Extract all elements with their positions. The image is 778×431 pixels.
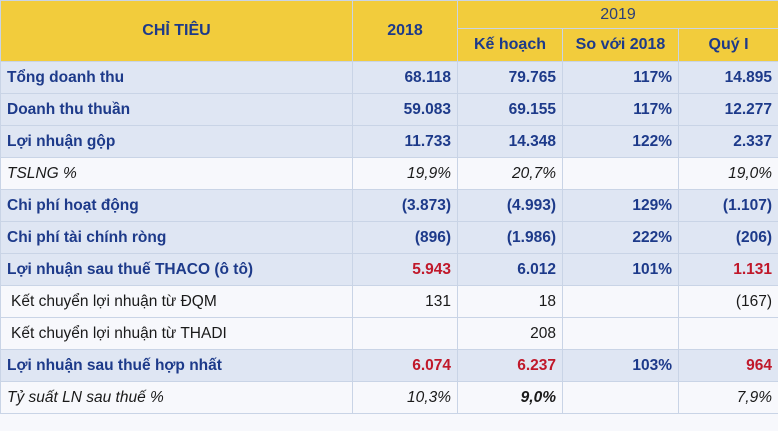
header-2018: 2018 xyxy=(352,0,458,62)
cell-2018 xyxy=(352,317,458,350)
cell-2018: 59.083 xyxy=(352,93,458,126)
cell-2018: 10,3% xyxy=(352,381,458,414)
table-row: Lợi nhuận gộp 11.733 14.348 122% 2.337 xyxy=(0,125,778,158)
cell-vs-2018 xyxy=(562,157,679,190)
table-row: Tổng doanh thu 68.118 79.765 117% 14.895 xyxy=(0,61,778,94)
cell-q1: 964 xyxy=(677,349,778,382)
cell-2018: 131 xyxy=(352,285,458,318)
cell-vs-2018: 222% xyxy=(562,221,679,254)
table-row: Lợi nhuận sau thuế THACO (ô tô) 5.943 6.… xyxy=(0,253,778,286)
cell-vs-2018: 117% xyxy=(562,61,679,94)
cell-vs-2018 xyxy=(562,285,679,318)
table-row: Tỷ suất LN sau thuế % 10,3% 9,0% 7,9% xyxy=(0,381,778,414)
cell-plan: 18 xyxy=(457,285,563,318)
cell-q1: (1.107) xyxy=(677,189,778,222)
header-so-voi-2018: So với 2018 xyxy=(562,28,679,62)
row-label: Kết chuyển lợi nhuận từ ĐQM xyxy=(0,285,353,318)
cell-q1: 7,9% xyxy=(677,381,778,414)
header-quy-i: Quý I xyxy=(677,28,778,62)
cell-vs-2018: 101% xyxy=(562,253,679,286)
row-label: TSLNG % xyxy=(0,157,353,190)
table-row: Chi phí tài chính ròng (896) (1.986) 222… xyxy=(0,221,778,254)
cell-2018: 5.943 xyxy=(352,253,458,286)
row-label: Chi phí tài chính ròng xyxy=(0,221,353,254)
row-label: Doanh thu thuần xyxy=(0,93,353,126)
cell-q1: 12.277 xyxy=(677,93,778,126)
cell-q1: 14.895 xyxy=(677,61,778,94)
header-chi-tieu: CHỈ TIÊU xyxy=(0,0,353,62)
cell-vs-2018 xyxy=(562,381,679,414)
cell-plan: 6.012 xyxy=(457,253,563,286)
cell-plan: 79.765 xyxy=(457,61,563,94)
cell-2018: 11.733 xyxy=(352,125,458,158)
cell-plan: (4.993) xyxy=(457,189,563,222)
cell-2018: (896) xyxy=(352,221,458,254)
row-label: Chi phí hoạt động xyxy=(0,189,353,222)
cell-q1: (167) xyxy=(677,285,778,318)
cell-vs-2018: 129% xyxy=(562,189,679,222)
cell-plan: 69.155 xyxy=(457,93,563,126)
cell-plan: (1.986) xyxy=(457,221,563,254)
table-row: Kết chuyển lợi nhuận từ ĐQM 131 18 (167) xyxy=(0,285,778,318)
table-row: Chi phí hoạt động (3.873) (4.993) 129% (… xyxy=(0,189,778,222)
row-label: Tỷ suất LN sau thuế % xyxy=(0,381,353,414)
row-label: Lợi nhuận gộp xyxy=(0,125,353,158)
cell-2018: 68.118 xyxy=(352,61,458,94)
cell-2018: 19,9% xyxy=(352,157,458,190)
cell-q1: 19,0% xyxy=(677,157,778,190)
cell-q1 xyxy=(677,317,778,350)
row-label: Lợi nhuận sau thuế THACO (ô tô) xyxy=(0,253,353,286)
header-ke-hoach: Kế hoạch xyxy=(457,28,563,62)
cell-vs-2018: 117% xyxy=(562,93,679,126)
cell-plan: 20,7% xyxy=(457,157,563,190)
cell-plan: 208 xyxy=(457,317,563,350)
table-row: Kết chuyển lợi nhuận từ THADI 208 xyxy=(0,317,778,350)
cell-q1: 1.131 xyxy=(677,253,778,286)
header-2019: 2019 xyxy=(456,0,778,29)
cell-2018: 6.074 xyxy=(352,349,458,382)
cell-plan: 6.237 xyxy=(457,349,563,382)
cell-plan: 14.348 xyxy=(457,125,563,158)
row-label: Lợi nhuận sau thuế hợp nhất xyxy=(0,349,353,382)
table-row: Lợi nhuận sau thuế hợp nhất 6.074 6.237 … xyxy=(0,349,778,382)
row-label: Kết chuyển lợi nhuận từ THADI xyxy=(0,317,353,350)
table-row: Doanh thu thuần 59.083 69.155 117% 12.27… xyxy=(0,93,778,126)
financial-table: CHỈ TIÊU 2018 2019 Kế hoạch So với 2018 … xyxy=(0,0,778,414)
row-label: Tổng doanh thu xyxy=(0,61,353,94)
cell-vs-2018 xyxy=(562,317,679,350)
cell-vs-2018: 103% xyxy=(562,349,679,382)
cell-plan: 9,0% xyxy=(457,381,563,414)
cell-vs-2018: 122% xyxy=(562,125,679,158)
table-row: TSLNG % 19,9% 20,7% 19,0% xyxy=(0,157,778,190)
cell-2018: (3.873) xyxy=(352,189,458,222)
cell-q1: 2.337 xyxy=(677,125,778,158)
cell-q1: (206) xyxy=(677,221,778,254)
